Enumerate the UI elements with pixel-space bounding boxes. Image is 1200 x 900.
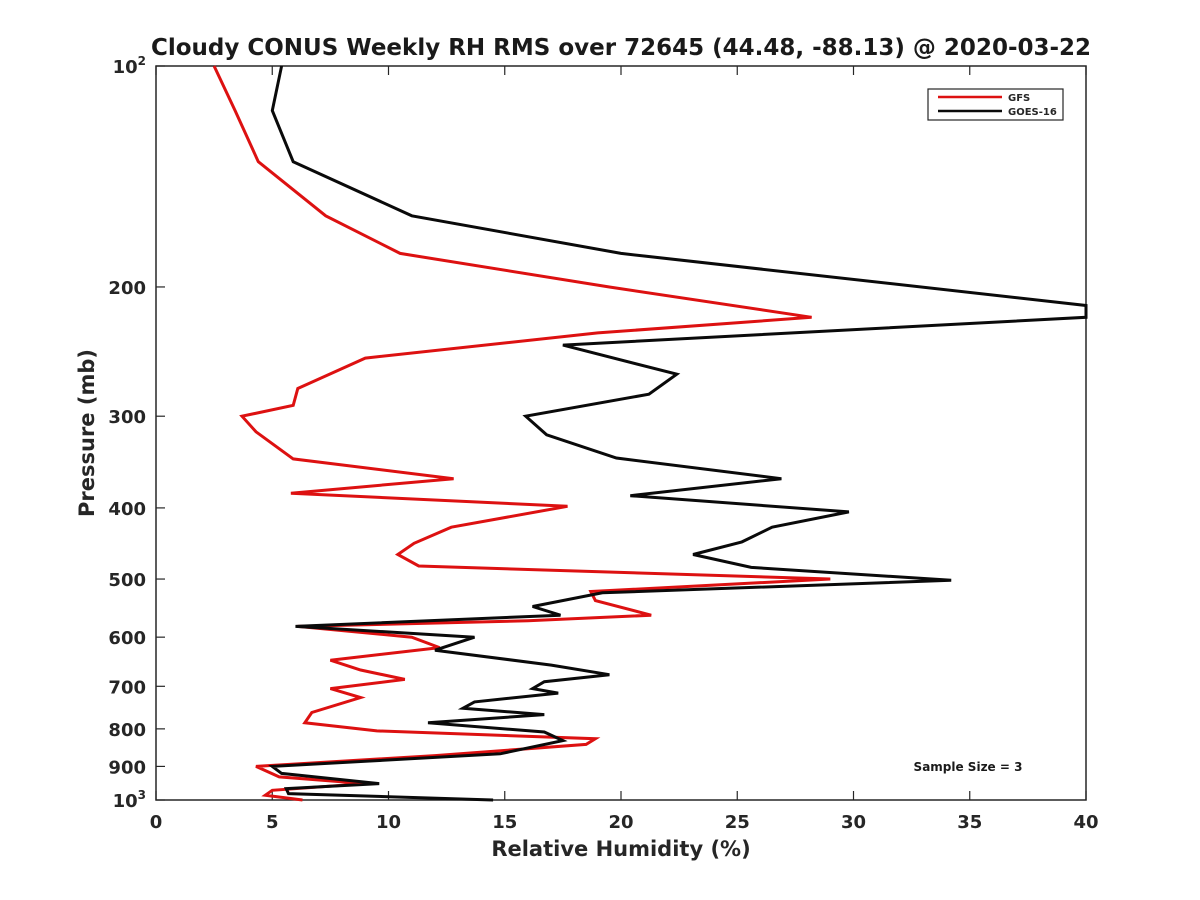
x-tick-label: 35 xyxy=(957,812,982,833)
y-tick-label: 900 xyxy=(108,757,146,778)
y-tick-label-exponent: 2 xyxy=(138,54,146,68)
x-tick-label: 20 xyxy=(608,812,633,833)
y-tick-label-base: 900 xyxy=(108,757,146,778)
legend-box xyxy=(927,88,1064,121)
series-layer xyxy=(212,65,1088,802)
x-axis: 0 5 10 15 20 25 30 35 40 xyxy=(150,66,1099,833)
x-tick-label: 25 xyxy=(725,812,750,833)
y-tick-label-base: 300 xyxy=(108,407,146,428)
y-tick-label-base: 10 xyxy=(113,57,138,78)
y-tick-label-base: 200 xyxy=(108,278,146,299)
y-tick-label-base: 700 xyxy=(108,677,146,698)
x-axis-label: Relative Humidity (%) xyxy=(491,837,750,861)
sample-size-annotation: Sample Size = 3 xyxy=(914,760,1023,774)
x-tick-label: 10 xyxy=(376,812,401,833)
y-tick-label-base: 800 xyxy=(108,720,146,741)
x-tick-label: 5 xyxy=(266,812,279,833)
y-tick-label: 300 xyxy=(108,407,146,428)
y-tick-label-base: 500 xyxy=(108,570,146,591)
x-tick-label: 15 xyxy=(492,812,517,833)
y-tick-label: 800 xyxy=(108,720,146,741)
y-tick-label-base: 400 xyxy=(108,499,146,520)
y-axis-label: Pressure (mb) xyxy=(75,349,99,517)
chart-title: Cloudy CONUS Weekly RH RMS over 72645 (4… xyxy=(151,35,1091,61)
y-tick-label-exponent: 3 xyxy=(138,788,146,802)
legend-label-goes16: GOES-16 xyxy=(1008,107,1057,118)
y-tick-label-base: 600 xyxy=(108,628,146,649)
y-tick-label: 600 xyxy=(108,628,146,649)
y-tick-label: 700 xyxy=(108,677,146,698)
y-tick-label: 103 xyxy=(113,788,146,812)
x-tick-label: 0 xyxy=(150,812,163,833)
series-line-goes16 xyxy=(268,65,1088,802)
x-tick-label: 40 xyxy=(1073,812,1098,833)
x-tick-label: 30 xyxy=(841,812,866,833)
y-tick-label: 500 xyxy=(108,570,146,591)
legend-label-gfs: GFS xyxy=(1008,93,1030,104)
y-tick-label-base: 10 xyxy=(113,791,138,812)
y-tick-label: 200 xyxy=(108,278,146,299)
y-tick-label: 400 xyxy=(108,499,146,520)
legend: GFS GOES-16 xyxy=(927,88,1064,121)
y-tick-label: 102 xyxy=(113,54,146,78)
